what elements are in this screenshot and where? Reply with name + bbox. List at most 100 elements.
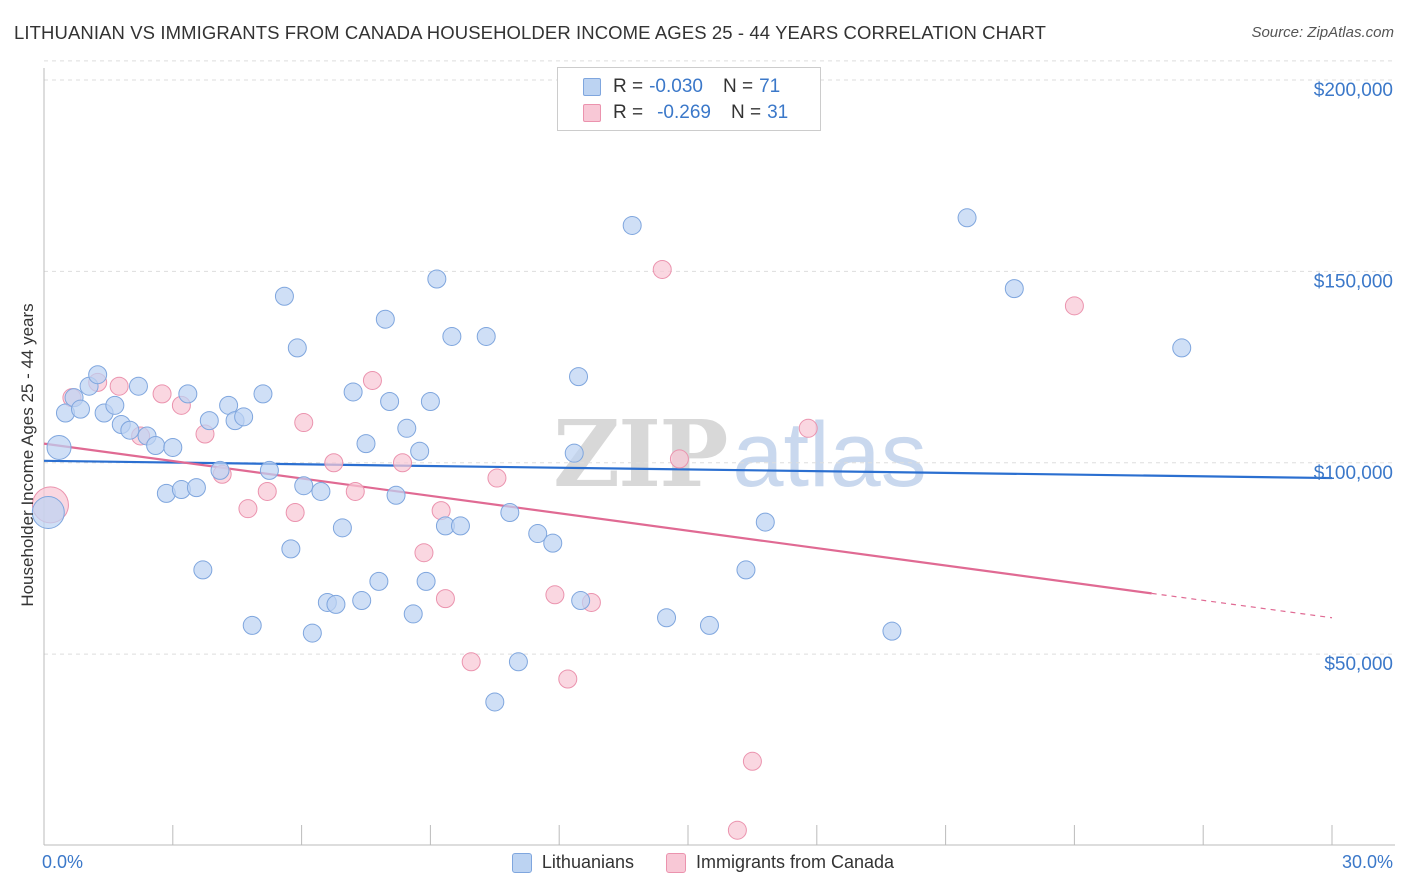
data-point-blue — [281, 539, 301, 559]
data-point-pink — [487, 468, 507, 488]
data-point-pink — [294, 413, 314, 433]
legend-r-label: R = — [613, 102, 644, 123]
data-point-blue — [375, 309, 395, 329]
data-point-blue — [397, 418, 417, 438]
legend-swatch-pink — [583, 104, 601, 122]
data-point-pink — [558, 669, 578, 689]
data-point-blue — [311, 481, 331, 501]
legend-n-value: 31 — [767, 102, 789, 123]
data-point-blue — [294, 476, 314, 496]
legend-r-value: -0.030 — [649, 76, 703, 97]
data-point-pink — [669, 449, 689, 469]
y-tick-label: $50,000 — [1324, 654, 1393, 675]
data-point-blue — [193, 560, 213, 580]
legend-row-lithuanians: R = -0.030 N = 71 — [583, 75, 780, 99]
correlation-legend: R = -0.030 N = 71 R = -0.269 N = 31 — [557, 67, 821, 131]
legend-swatch-immigrants — [666, 852, 686, 873]
data-point-blue — [476, 326, 496, 346]
data-point-pink — [285, 503, 305, 523]
legend-n-label: N = — [722, 76, 754, 97]
data-point-blue — [186, 478, 206, 498]
data-point-blue — [500, 503, 520, 523]
legend-n-label: N = — [730, 102, 762, 123]
data-point-blue — [755, 512, 775, 532]
axes — [43, 68, 1395, 846]
data-point-pink — [742, 751, 762, 771]
data-point-pink — [414, 543, 434, 563]
data-point-blue — [528, 524, 548, 544]
legend-label-lithuanians: Lithuanians — [541, 852, 634, 872]
data-point-pink — [1064, 296, 1084, 316]
data-point-blue — [356, 434, 376, 454]
data-point-blue — [46, 434, 72, 460]
series-lithuanians — [31, 208, 1192, 712]
data-point-pink — [257, 481, 277, 501]
legend-label-immigrants: Immigrants from Canada — [696, 852, 895, 872]
trend-line-extension-pink — [1151, 592, 1333, 619]
trend-line-blue — [43, 459, 1333, 480]
data-point-blue — [622, 215, 642, 235]
data-point-blue — [410, 441, 430, 461]
data-point-blue — [31, 496, 65, 530]
data-point-pink — [345, 481, 365, 501]
data-point-blue — [420, 392, 440, 412]
data-point-blue — [957, 208, 977, 228]
trend-lines — [43, 442, 1333, 619]
data-point-blue — [543, 533, 563, 553]
chart-title: LITHUANIAN VS IMMIGRANTS FROM CANADA HOU… — [14, 22, 1047, 43]
data-point-blue — [699, 615, 719, 635]
data-point-blue — [210, 460, 230, 480]
y-tick-label: $100,000 — [1314, 463, 1393, 484]
data-point-blue — [287, 338, 307, 358]
source-credit: Source: ZipAtlas.com — [1251, 24, 1394, 41]
data-point-blue — [120, 420, 140, 440]
data-point-pink — [435, 589, 455, 609]
x-tick-max: 30.0% — [1341, 852, 1393, 872]
data-point-blue — [442, 326, 462, 346]
data-point-blue — [380, 392, 400, 412]
data-point-blue — [369, 571, 389, 591]
data-point-blue — [146, 436, 166, 456]
data-point-pink — [109, 376, 129, 396]
data-point-blue — [326, 594, 346, 614]
gridlines — [44, 60, 1395, 655]
y-tick-label: $150,000 — [1314, 271, 1393, 292]
data-point-pink — [362, 370, 382, 390]
data-point-blue — [105, 395, 125, 415]
y-tick-labels: $50,000 $100,000 $150,000 $200,000 — [1314, 80, 1393, 675]
data-point-blue — [302, 623, 322, 643]
data-point-pink — [238, 499, 258, 519]
legend-item-lithuanians[interactable]: Lithuanians — [511, 852, 634, 873]
data-point-blue — [163, 437, 183, 457]
data-point-blue — [416, 571, 436, 591]
data-point-blue — [403, 604, 423, 624]
data-point-blue — [199, 411, 219, 431]
legend-r-value: -0.269 — [657, 102, 711, 123]
data-point-blue — [571, 591, 591, 611]
data-point-blue — [259, 460, 279, 480]
data-point-blue — [450, 516, 470, 536]
x-tick-min: 0.0% — [42, 852, 84, 872]
legend-swatch-blue — [583, 78, 601, 96]
data-point-blue — [569, 367, 589, 387]
legend-r-label: R = — [613, 76, 644, 97]
data-point-blue — [343, 382, 363, 402]
data-point-blue — [508, 652, 528, 672]
data-point-blue — [352, 591, 372, 611]
data-point-blue — [882, 621, 902, 641]
data-point-blue — [485, 692, 505, 712]
data-point-blue — [253, 384, 273, 404]
data-point-pink — [545, 585, 565, 605]
data-point-pink — [461, 652, 481, 672]
data-point-blue — [70, 399, 90, 419]
legend-swatch-lithuanians — [511, 852, 532, 873]
data-point-pink — [392, 453, 412, 473]
y-axis-label: Householder Income Ages 25 - 44 years — [18, 303, 37, 607]
data-point-blue — [657, 608, 677, 628]
y-tick-label: $200,000 — [1314, 80, 1393, 101]
data-point-blue — [234, 407, 254, 427]
legend-item-immigrants-from-canada[interactable]: Immigrants from Canada — [666, 852, 894, 873]
data-point-blue — [1004, 279, 1024, 299]
data-point-pink — [727, 820, 747, 840]
data-point-blue — [386, 485, 406, 505]
